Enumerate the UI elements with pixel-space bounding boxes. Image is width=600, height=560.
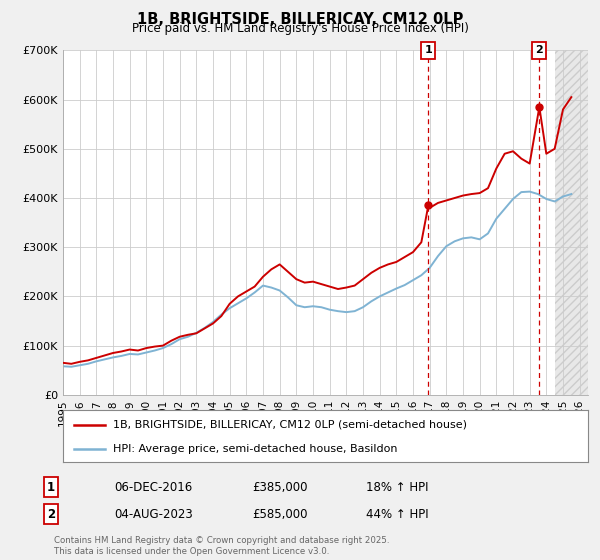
Text: 18% ↑ HPI: 18% ↑ HPI	[366, 480, 428, 494]
Text: £385,000: £385,000	[252, 480, 308, 494]
Text: 2: 2	[47, 507, 55, 521]
Text: 44% ↑ HPI: 44% ↑ HPI	[366, 507, 428, 521]
Text: 04-AUG-2023: 04-AUG-2023	[114, 507, 193, 521]
Text: Contains HM Land Registry data © Crown copyright and database right 2025.
This d: Contains HM Land Registry data © Crown c…	[54, 536, 389, 556]
Text: 1: 1	[47, 480, 55, 494]
Text: 06-DEC-2016: 06-DEC-2016	[114, 480, 192, 494]
Text: 2: 2	[535, 45, 543, 55]
Text: 1: 1	[424, 45, 432, 55]
Text: HPI: Average price, semi-detached house, Basildon: HPI: Average price, semi-detached house,…	[113, 444, 397, 454]
Text: 1B, BRIGHTSIDE, BILLERICAY, CM12 0LP: 1B, BRIGHTSIDE, BILLERICAY, CM12 0LP	[137, 12, 463, 27]
Text: £585,000: £585,000	[252, 507, 308, 521]
Bar	[554, 50, 588, 395]
Text: Price paid vs. HM Land Registry's House Price Index (HPI): Price paid vs. HM Land Registry's House …	[131, 22, 469, 35]
Text: 1B, BRIGHTSIDE, BILLERICAY, CM12 0LP (semi-detached house): 1B, BRIGHTSIDE, BILLERICAY, CM12 0LP (se…	[113, 420, 467, 430]
